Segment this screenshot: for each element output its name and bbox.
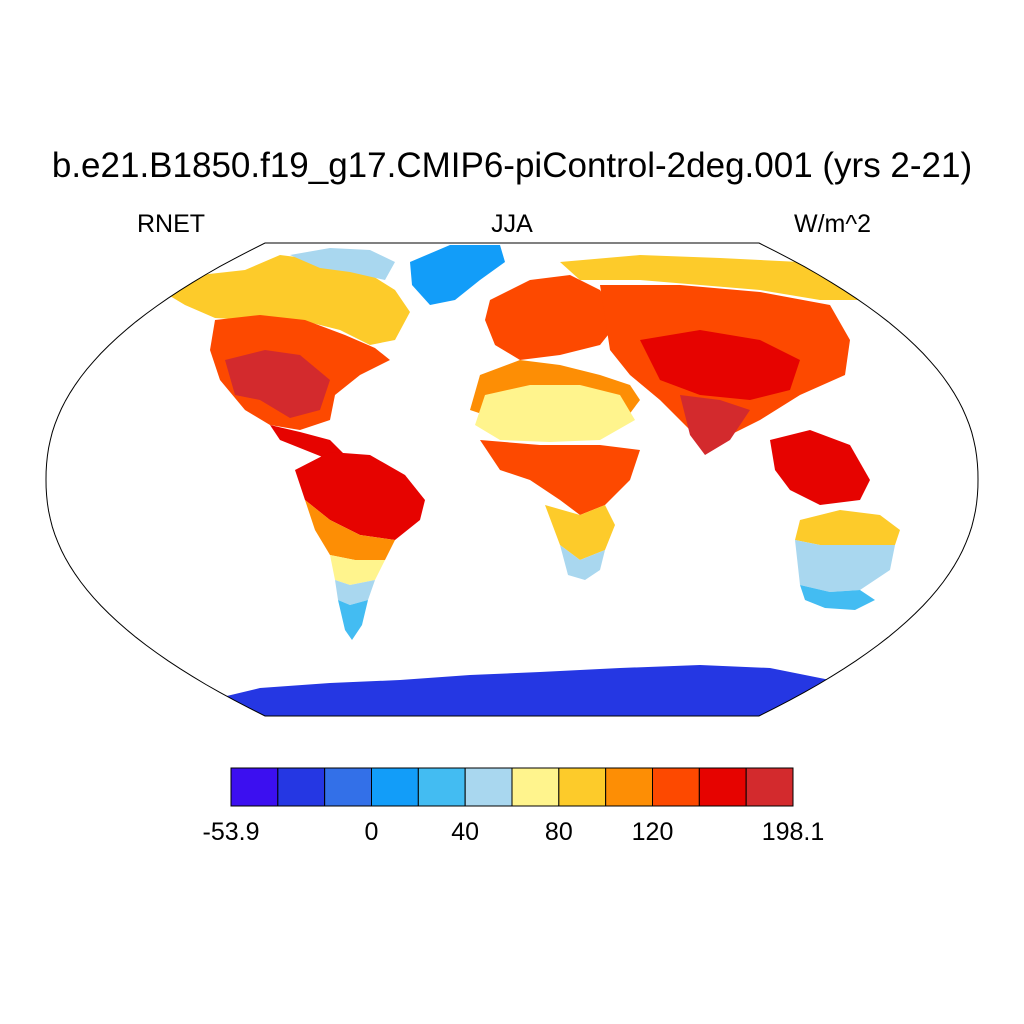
colorbar-swatch — [277, 767, 326, 807]
south-america-mid — [305, 500, 395, 560]
antarctica — [210, 665, 850, 716]
africa-tip — [560, 545, 605, 580]
africa-south — [545, 505, 615, 560]
colorbar-swatch — [745, 767, 794, 807]
colorbar-tick-label: 198.1 — [761, 818, 825, 846]
colorbar-tick-label: 80 — [544, 818, 573, 846]
siberia — [560, 255, 870, 300]
colorbar-swatch — [230, 767, 279, 807]
south-america-yellow — [330, 555, 385, 585]
colorbar-swatch — [652, 767, 700, 807]
southeast-asia — [770, 430, 870, 505]
plot-title: b.e21.B1850.f19_g17.CMIP6-piControl-2deg… — [51, 146, 973, 185]
colorbar — [230, 767, 794, 807]
north-america-region — [160, 255, 410, 345]
south-asia — [680, 395, 750, 455]
colorbar-tick-label: -53.9 — [202, 818, 260, 846]
colorbar-swatch — [511, 767, 560, 807]
season-label: JJA — [491, 210, 533, 238]
north-america-hot — [225, 350, 330, 418]
colorbar-tick-label: 40 — [451, 818, 480, 846]
australia-south — [800, 585, 875, 610]
north-america-north — [290, 248, 395, 280]
colorbar-swatch — [605, 767, 654, 807]
south-america-south — [335, 580, 375, 605]
colorbar-swatch — [417, 767, 466, 807]
africa-central — [480, 440, 640, 515]
colorbar-tick-label: 120 — [631, 818, 674, 846]
central-america — [270, 425, 345, 460]
map-boundary — [45, 242, 979, 717]
colorbar-swatch — [464, 767, 513, 807]
sahara — [475, 385, 635, 442]
south-america-tip — [338, 600, 368, 640]
units-label: W/m^2 — [794, 210, 872, 238]
australia-north — [795, 510, 900, 545]
australia-center — [795, 540, 895, 592]
variable-label: RNET — [137, 210, 206, 238]
colorbar-swatch — [371, 767, 419, 807]
colorbar-swatch — [558, 767, 607, 807]
colorbar-swatch — [324, 767, 372, 807]
colorbar-tick-label: 0 — [364, 818, 379, 846]
land-field — [160, 245, 900, 716]
greenland — [410, 245, 505, 305]
colorbar-swatch — [698, 767, 747, 807]
europe — [485, 275, 620, 360]
asia-hot — [640, 330, 800, 400]
